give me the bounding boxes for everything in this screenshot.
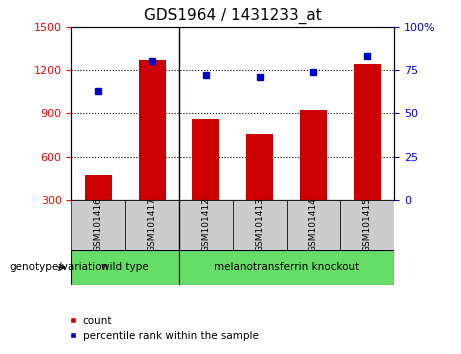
Bar: [340, 200, 394, 250]
Bar: [287, 200, 340, 250]
Bar: [71, 250, 179, 285]
Text: GSM101414: GSM101414: [309, 198, 318, 252]
Bar: [233, 200, 287, 250]
Text: melanotransferrin knockout: melanotransferrin knockout: [214, 262, 359, 272]
Bar: [125, 200, 179, 250]
Bar: [139, 60, 165, 200]
Bar: [193, 119, 219, 200]
Text: wild type: wild type: [101, 262, 149, 272]
Text: GSM101412: GSM101412: [201, 198, 210, 252]
Bar: [300, 110, 327, 200]
Bar: [71, 200, 125, 250]
Title: GDS1964 / 1431233_at: GDS1964 / 1431233_at: [144, 7, 322, 24]
Bar: [246, 133, 273, 200]
Legend: count, percentile rank within the sample: count, percentile rank within the sample: [65, 312, 263, 345]
Text: GSM101417: GSM101417: [148, 197, 157, 252]
Bar: [179, 200, 233, 250]
Text: GSM101415: GSM101415: [363, 197, 372, 252]
Text: GSM101413: GSM101413: [255, 197, 264, 252]
Text: genotype/variation: genotype/variation: [9, 262, 108, 272]
Bar: [354, 64, 381, 200]
Bar: [85, 176, 112, 200]
Bar: [179, 250, 394, 285]
Text: GSM101416: GSM101416: [94, 197, 103, 252]
